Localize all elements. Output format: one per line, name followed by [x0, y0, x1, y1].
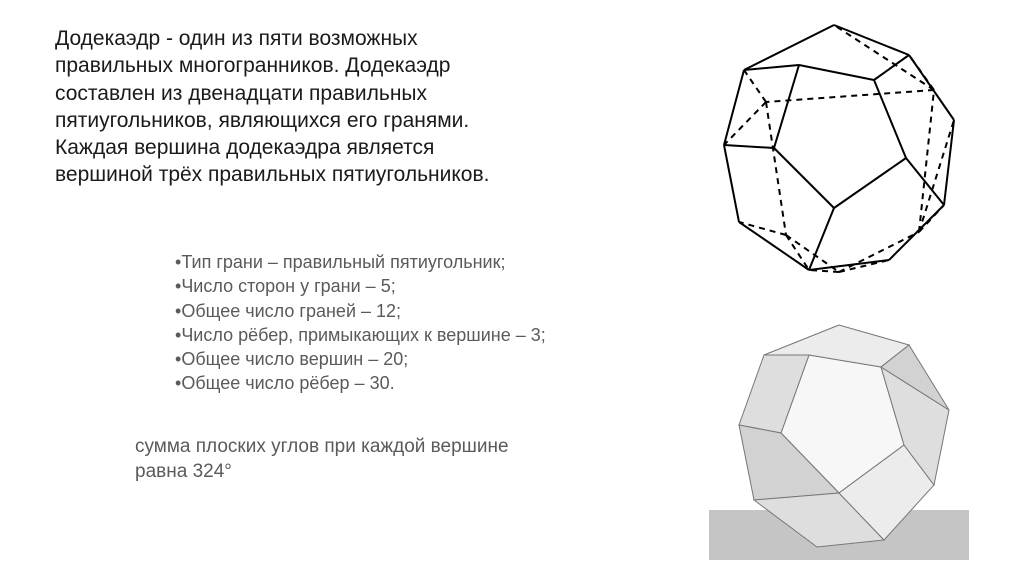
properties-list: Тип грани – правильный пятиугольник; Чис… — [175, 250, 635, 396]
bullet-edges-vertex: Число рёбер, примыкающих к вершине – 3; — [175, 323, 635, 347]
angle-sum-note: сумма плоских углов при каждой вершине р… — [135, 435, 555, 484]
intro-paragraph: Додекаэдр - один из пяти возможных прави… — [55, 25, 525, 189]
dodecahedron-shaded-icon — [709, 315, 969, 565]
bullet-edges: Общее число рёбер – 30. — [175, 371, 635, 395]
bullet-sides: Число сторон у грани – 5; — [175, 274, 635, 298]
bullet-face-type: Тип грани – правильный пятиугольник; — [175, 250, 635, 274]
dodecahedron-wireframe-icon — [684, 10, 984, 290]
bullet-vertices: Общее число вершин – 20; — [175, 347, 635, 371]
bullet-faces: Общее число граней – 12; — [175, 299, 635, 323]
